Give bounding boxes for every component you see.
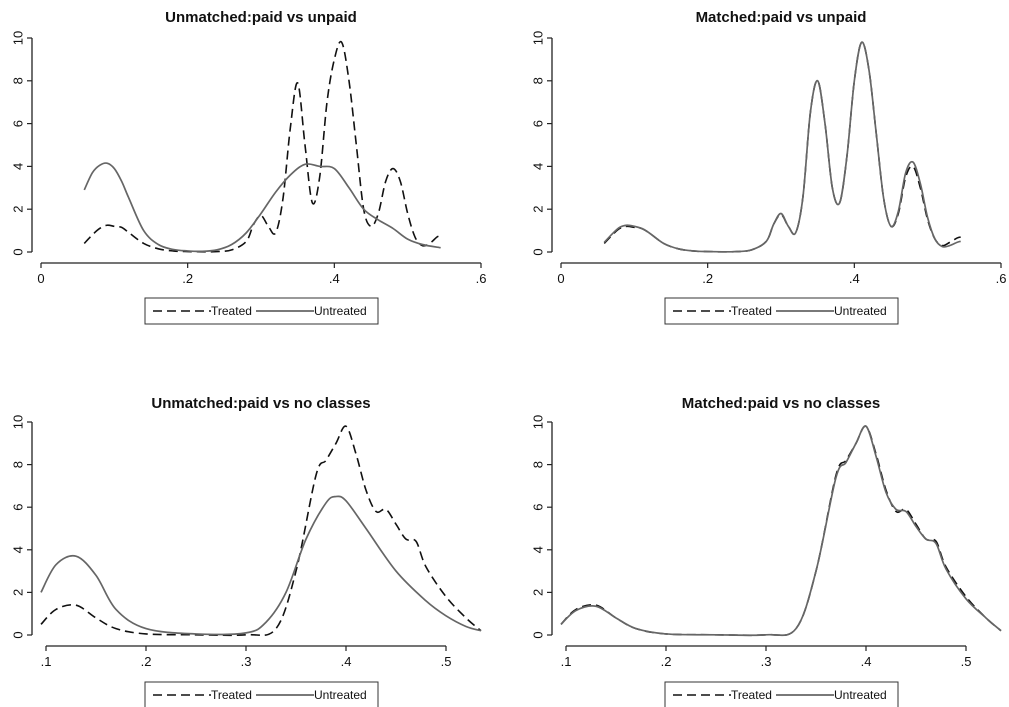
series-line-untreated	[560, 425, 1002, 637]
y-tick-label: 10	[11, 415, 26, 429]
y-tick-label: 8	[531, 461, 546, 468]
legend-label-untreated: Untreated	[834, 688, 887, 702]
x-tick-label: .4	[861, 654, 872, 669]
y-tick-label: 2	[531, 589, 546, 596]
series-line-treated	[83, 40, 441, 253]
y-tick-label: 0	[531, 248, 546, 255]
x-tick-label: .4	[849, 271, 860, 286]
x-tick-label: .3	[241, 654, 252, 669]
x-tick-label: .1	[41, 654, 52, 669]
legend-label-untreated: Untreated	[834, 304, 887, 318]
y-tick-label: 8	[11, 77, 26, 84]
x-tick-label: .2	[141, 654, 152, 669]
x-tick-label: .1	[561, 654, 572, 669]
x-tick-label: .3	[761, 654, 772, 669]
x-tick-label: .6	[996, 271, 1007, 286]
legend: Treated Untreated	[664, 681, 899, 707]
chart-title: Unmatched:paid vs unpaid	[165, 9, 357, 26]
y-tick-label: 10	[531, 415, 546, 429]
x-tick-label: 0	[557, 271, 564, 286]
legend-label-treated: Treated	[211, 304, 252, 318]
y-tick-label: 6	[11, 120, 26, 127]
x-tick-label: .2	[661, 654, 672, 669]
y-tick-label: 6	[531, 120, 546, 127]
y-tick-label: 2	[11, 589, 26, 596]
y-tick-label: 4	[531, 546, 546, 553]
y-tick-label: 6	[531, 504, 546, 511]
chart-panel-4: Matched:paid vs no classes 0 2 4 6 8 10 .1 .2 .3.…	[531, 395, 1002, 707]
legend-label-treated: Treated	[731, 688, 772, 702]
x-tick-label: .2	[182, 271, 193, 286]
y-tick-label: 0	[11, 631, 26, 638]
legend-label-treated: Treated	[731, 304, 772, 318]
series-line-treated	[560, 425, 1002, 637]
y-tick-label: 10	[531, 31, 546, 45]
y-tick-label: 4	[11, 546, 26, 553]
y-tick-label: 8	[11, 461, 26, 468]
legend-label-treated: Treated	[211, 688, 252, 702]
y-tick-label: 4	[531, 163, 546, 170]
series-line-untreated	[603, 41, 961, 253]
legend: Treated Untreated	[144, 297, 379, 325]
series-line-untreated	[40, 495, 482, 636]
x-tick-label: .4	[341, 654, 352, 669]
x-tick-label: .2	[702, 271, 713, 286]
legend: Treated Untreated	[664, 297, 899, 325]
x-tick-label: 0	[37, 271, 44, 286]
y-tick-label: 0	[531, 631, 546, 638]
series-line-treated	[40, 425, 482, 637]
x-tick-label: .5	[441, 654, 452, 669]
y-tick-label: 2	[11, 206, 26, 213]
y-tick-label: 2	[531, 206, 546, 213]
chart-title: Unmatched:paid vs no classes	[151, 395, 370, 412]
x-tick-label: .5	[961, 654, 972, 669]
y-tick-label: 0	[11, 248, 26, 255]
chart-title: Matched:paid vs unpaid	[696, 9, 867, 26]
legend-label-untreated: Untreated	[314, 304, 367, 318]
series-line-untreated	[83, 162, 441, 253]
chart-panel-1: Unmatched:paid vs unpaid 0 2 4 6 8 10 0 .2 .4 .6 Tr…	[11, 9, 487, 325]
y-tick-label: 4	[11, 163, 26, 170]
chart-title: Matched:paid vs no classes	[682, 395, 880, 412]
legend: Treated Untreated	[144, 681, 379, 707]
y-tick-label: 8	[531, 77, 546, 84]
y-tick-label: 6	[11, 504, 26, 511]
legend-label-untreated: Untreated	[314, 688, 367, 702]
x-tick-label: .6	[476, 271, 487, 286]
y-tick-label: 10	[11, 31, 26, 45]
x-tick-label: .4	[329, 271, 340, 286]
chart-panel-2: Matched:paid vs unpaid 0 2 4 6 8 10 0 .2 .4 .6 Trea…	[531, 9, 1007, 325]
series-line-treated	[603, 41, 961, 253]
chart-panel-3: Unmatched:paid vs no classes 0 2 4 6 8 10 .1 .2.…	[11, 395, 482, 707]
